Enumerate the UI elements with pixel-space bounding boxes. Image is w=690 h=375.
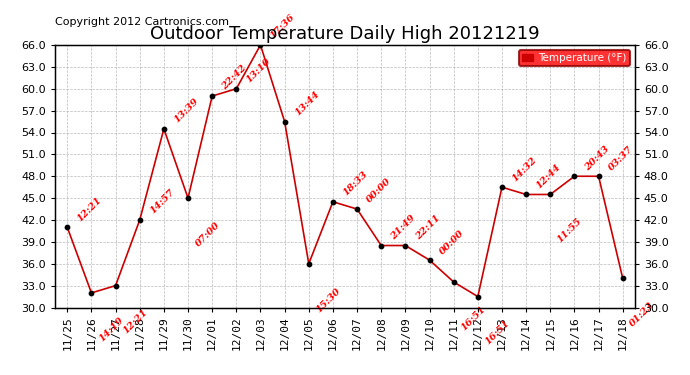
Point (497, 184, 508, 190)
Text: 03:37: 03:37 (607, 144, 635, 172)
Point (279, 118, 290, 124)
Point (351, 206, 363, 212)
Point (472, 294, 483, 300)
Text: 00:00: 00:00 (366, 177, 393, 205)
Point (545, 192, 556, 198)
Text: 12:21: 12:21 (76, 195, 104, 223)
Point (448, 279, 460, 285)
Text: Copyright 2012 Cartronics.com: Copyright 2012 Cartronics.com (55, 16, 229, 27)
Point (255, 42, 266, 48)
Text: 15:30: 15:30 (315, 286, 342, 314)
Point (327, 199, 338, 205)
Point (159, 126, 170, 132)
Text: 17:36: 17:36 (269, 13, 297, 41)
Text: 00:00: 00:00 (438, 228, 466, 256)
Point (62, 224, 73, 230)
Text: 13:10: 13:10 (245, 57, 273, 85)
Point (134, 217, 145, 223)
Text: 14:32: 14:32 (511, 155, 538, 183)
Point (520, 192, 531, 198)
Text: 07:00: 07:00 (194, 220, 221, 248)
Point (86, 290, 97, 296)
Text: 18:33: 18:33 (342, 170, 369, 198)
Point (569, 173, 580, 179)
Point (400, 243, 411, 249)
Text: 20:43: 20:43 (583, 144, 611, 172)
Point (617, 275, 628, 281)
Text: 16:51: 16:51 (484, 319, 511, 347)
Title: Outdoor Temperature Daily High 20121219: Outdoor Temperature Daily High 20121219 (150, 26, 540, 44)
Text: 13:39: 13:39 (172, 97, 200, 124)
Point (182, 195, 193, 201)
Point (207, 93, 218, 99)
Text: 22:11: 22:11 (414, 213, 442, 242)
Point (303, 261, 314, 267)
Text: 16:51: 16:51 (460, 304, 487, 332)
Point (593, 173, 604, 179)
Point (110, 283, 121, 289)
Legend: Temperature (°F): Temperature (°F) (520, 50, 629, 66)
Text: 11:55: 11:55 (556, 217, 584, 245)
Text: 22:42: 22:42 (221, 64, 248, 92)
Point (375, 243, 386, 249)
Text: 14:19: 14:19 (97, 315, 125, 343)
Text: 14:57: 14:57 (148, 188, 176, 216)
Point (424, 257, 435, 263)
Text: 21:49: 21:49 (390, 213, 417, 242)
Text: 12:44: 12:44 (535, 162, 562, 190)
Text: 12:21: 12:21 (121, 308, 149, 336)
Text: 01:23: 01:23 (629, 300, 656, 328)
Point (230, 86, 241, 92)
Text: 13:44: 13:44 (293, 89, 321, 117)
